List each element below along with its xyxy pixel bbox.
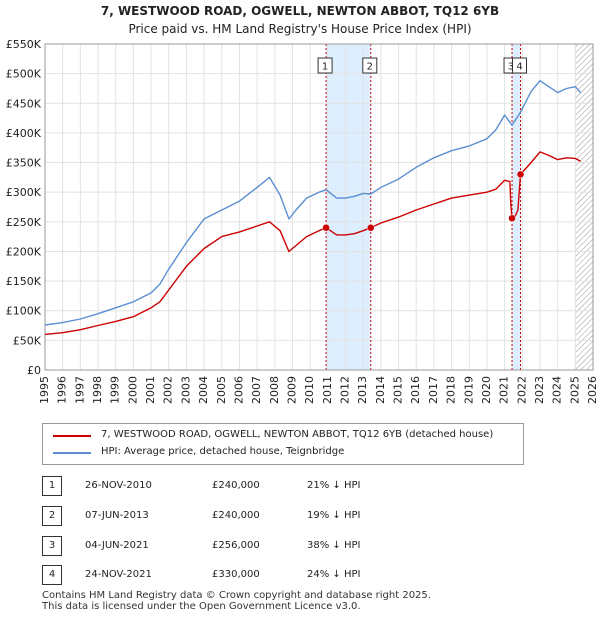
x-tick-label: 2015 (392, 376, 405, 404)
transaction-price: £256,000 (212, 540, 260, 551)
y-tick-label: £400K (6, 127, 42, 140)
x-tick-label: 2002 (162, 376, 175, 404)
future-hatch (575, 44, 593, 370)
price-chart: £0 £50K £100K £150K £200K £250K £300K £350K £400… (6, 38, 599, 404)
sale-point (322, 223, 330, 232)
x-tick-label: 2022 (515, 376, 528, 404)
marker-label: 3 (508, 62, 514, 73)
x-tick-label: 2005 (215, 376, 228, 404)
marker-box (362, 57, 378, 74)
x-tick-label: 2016 (409, 376, 422, 404)
transaction-number: 4 (42, 565, 62, 585)
footer-copyright: Contains HM Land Registry data © Crown c… (42, 590, 431, 601)
chart-subtitle: Price paid vs. HM Land Registry's House … (128, 22, 472, 36)
x-tick-label: 2008 (268, 376, 281, 404)
transaction-date: 24-NOV-2021 (85, 569, 152, 580)
x-tick-label: 1995 (38, 376, 51, 404)
x-tick-label: 2025 (568, 376, 581, 404)
x-tick-label: 2026 (586, 376, 599, 404)
transaction-hpi-diff: 24% ↓ HPI (307, 569, 361, 580)
x-tick-label: 1997 (73, 376, 86, 404)
shaded-range (512, 44, 521, 370)
transaction-date: 26-NOV-2010 (85, 480, 152, 491)
legend: 7, WESTWOOD ROAD, OGWELL, NEWTON ABBOT, … (42, 423, 524, 465)
transaction-number: 3 (42, 536, 62, 556)
transaction-price: £240,000 (212, 480, 260, 491)
sale-point (367, 223, 375, 232)
x-tick-label: 1999 (109, 376, 122, 404)
y-tick-label: £150K (6, 275, 42, 288)
shaded-range (326, 44, 371, 370)
y-tick-label: £500K (6, 68, 42, 81)
y-tick-label: £450K (6, 97, 42, 110)
y-tick-label: £100K (6, 305, 42, 318)
legend-label-property: 7, WESTWOOD ROAD, OGWELL, NEWTON ABBOT, … (101, 429, 494, 440)
x-tick-label: 2006 (232, 376, 245, 404)
y-tick-label: £550K (6, 38, 42, 51)
marker-label: 1 (322, 62, 328, 73)
legend-label-hpi: HPI: Average price, detached house, Teig… (101, 446, 345, 457)
x-tick-label: 2000 (126, 376, 139, 404)
x-tick-label: 2021 (498, 376, 511, 404)
transaction-date: 04-JUN-2021 (85, 540, 149, 551)
x-tick-label: 2011 (321, 376, 334, 404)
x-tick-label: 2018 (445, 376, 458, 404)
transaction-price: £330,000 (212, 569, 260, 580)
x-tick-label: 2019 (462, 376, 475, 404)
y-tick-label: £350K (6, 157, 42, 170)
y-tick-label: £250K (6, 216, 42, 229)
plot-frame (44, 43, 594, 371)
sale-point (516, 170, 525, 179)
y-tick-label: £0 (27, 364, 41, 377)
x-tick-label: 2017 (427, 376, 440, 404)
marker-box (512, 57, 528, 74)
legend-swatch-property (53, 435, 91, 437)
x-tick-label: 2024 (551, 376, 564, 404)
transaction-hpi-diff: 19% ↓ HPI (307, 510, 361, 521)
footer-licence: This data is licensed under the Open Gov… (42, 601, 361, 612)
transaction-price: £240,000 (212, 510, 260, 521)
x-tick-label: 2007 (250, 376, 263, 404)
x-tick-label: 2023 (533, 376, 546, 404)
series-line-hpi (44, 79, 582, 326)
x-tick-label: 2012 (339, 376, 352, 404)
marker-box (317, 57, 333, 74)
x-tick-label: 2004 (197, 376, 210, 404)
x-tick-label: 2014 (374, 376, 387, 404)
x-tick-label: 1998 (91, 376, 104, 404)
transaction-number: 2 (42, 506, 62, 526)
x-tick-label: 2013 (356, 376, 369, 404)
x-tick-label: 2003 (179, 376, 192, 404)
transaction-hpi-diff: 21% ↓ HPI (307, 480, 361, 491)
y-tick-label: £50K (13, 334, 42, 347)
x-tick-label: 1996 (56, 376, 69, 404)
x-tick-label: 2020 (480, 376, 493, 404)
legend-swatch-hpi (53, 452, 91, 454)
series-line-property (44, 151, 581, 336)
y-tick-label: £200K (6, 245, 42, 258)
transaction-hpi-diff: 38% ↓ HPI (307, 540, 361, 551)
x-tick-label: 2010 (303, 376, 316, 404)
x-tick-label: 2009 (285, 376, 298, 404)
marker-label: 2 (367, 62, 373, 73)
sale-point (508, 214, 516, 223)
x-tick-label: 2001 (144, 376, 157, 404)
transaction-number: 1 (42, 476, 62, 496)
transaction-date: 07-JUN-2013 (85, 510, 149, 521)
y-tick-label: £300K (6, 186, 42, 199)
chart-title: 7, WESTWOOD ROAD, OGWELL, NEWTON ABBOT, … (100, 4, 500, 18)
footer: Contains HM Land Registry data © Crown c… (42, 590, 431, 612)
marker-label: 4 (516, 62, 522, 73)
